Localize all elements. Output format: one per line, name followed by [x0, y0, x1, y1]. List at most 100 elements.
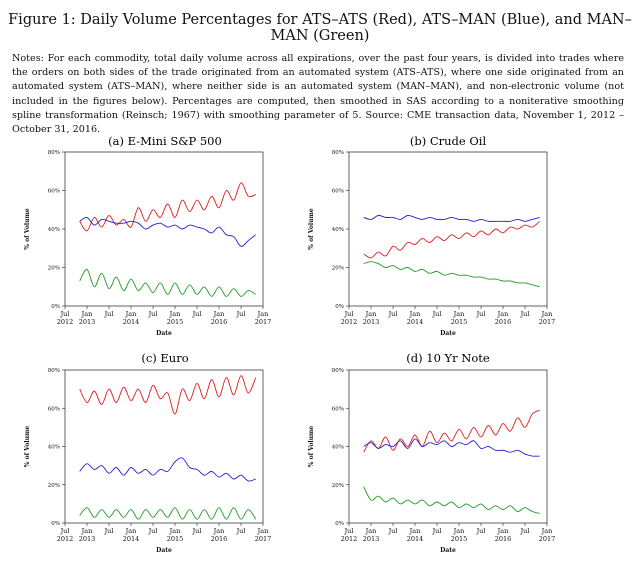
x-tick-month: Jan: [541, 310, 553, 318]
x-tick-year: 2017: [539, 318, 556, 326]
y-tick-label: 60%: [332, 189, 344, 195]
x-tick-year: 2015: [451, 318, 468, 326]
x-tick-year: 2014: [123, 535, 140, 543]
y-tick-label: 80%: [48, 368, 60, 374]
x-tick-month: Jul: [344, 310, 354, 318]
x-tick-month: Jan: [213, 310, 225, 318]
y-tick-label: 80%: [332, 368, 344, 374]
x-tick-month: Jan: [409, 310, 421, 318]
y-tick-label: 0%: [51, 304, 60, 310]
x-tick-month: Jul: [476, 527, 486, 535]
x-axis-label: Date: [156, 547, 172, 554]
x-tick-month: Jul: [60, 310, 70, 318]
x-tick-month: Jul: [520, 310, 530, 318]
series-line: [79, 457, 256, 482]
x-tick-year: 2017: [539, 535, 556, 543]
panel-title: (a) E-Mini S&P 500: [108, 134, 222, 148]
y-tick-label: 0%: [51, 521, 60, 527]
panel-title: (d) 10 Yr Note: [406, 351, 490, 365]
x-tick-month: Jan: [125, 310, 137, 318]
x-tick-month: Jan: [497, 310, 509, 318]
figure-title: Figure 1: Daily Volume Percentages for A…: [8, 12, 632, 44]
x-tick-month: Jul: [432, 310, 442, 318]
series-line: [79, 507, 257, 520]
plot-frame: [64, 151, 264, 307]
x-tick-month: Jan: [365, 527, 377, 535]
x-tick-month: Jul: [432, 527, 442, 535]
plot-frame: [64, 369, 264, 524]
x-tick-month: Jan: [365, 310, 377, 318]
panel-d: (d) 10 Yr Note 0%20%40%60%80%Jul2012Jan2…: [308, 351, 555, 554]
x-tick-month: Jan: [541, 527, 553, 535]
x-tick-month: Jan: [81, 527, 93, 535]
y-axis-label: % of Volume: [308, 426, 315, 468]
x-tick-month: Jan: [453, 527, 465, 535]
figure-notes: Notes: For each commodity, total daily v…: [12, 53, 624, 136]
x-tick-year: 2015: [167, 318, 184, 326]
series-line: [79, 182, 256, 232]
y-tick-label: 20%: [332, 483, 344, 489]
x-tick-year: 2017: [255, 318, 272, 326]
y-tick-label: 60%: [332, 406, 344, 412]
y-tick-label: 0%: [335, 521, 344, 527]
x-tick-year: 2015: [451, 535, 468, 543]
x-tick-month: Jul: [104, 527, 114, 535]
x-tick-year: 2016: [211, 535, 228, 543]
y-tick-label: 40%: [48, 227, 60, 233]
y-tick-label: 0%: [335, 304, 344, 310]
series-line: [79, 268, 256, 297]
y-tick-label: 20%: [48, 483, 60, 489]
x-tick-year: 2014: [407, 535, 424, 543]
x-axis-label: Date: [156, 330, 172, 337]
x-tick-month: Jul: [148, 310, 158, 318]
y-tick-label: 60%: [48, 189, 60, 195]
series-line: [363, 409, 540, 453]
x-tick-year: 2014: [123, 318, 140, 326]
x-tick-year: 2012: [57, 318, 74, 326]
x-tick-year: 2013: [363, 535, 380, 543]
x-tick-month: Jan: [125, 527, 137, 535]
x-tick-month: Jan: [453, 310, 465, 318]
y-axis-label: % of Volume: [24, 208, 31, 250]
x-tick-year: 2012: [57, 535, 74, 543]
series-line: [363, 438, 540, 457]
x-tick-month: Jan: [169, 527, 181, 535]
x-tick-month: Jul: [60, 527, 70, 535]
x-tick-year: 2013: [363, 318, 380, 326]
x-tick-month: Jul: [476, 310, 486, 318]
y-tick-label: 80%: [48, 150, 60, 156]
series-line: [363, 215, 540, 222]
plot-frame: [348, 369, 548, 524]
x-tick-year: 2016: [211, 318, 228, 326]
panel-a: (a) E-Mini S&P 500 0%20%40%60%80%Jul2012…: [24, 134, 271, 337]
x-tick-year: 2012: [341, 318, 358, 326]
x-tick-month: Jul: [236, 527, 246, 535]
series-line: [79, 216, 256, 247]
x-tick-year: 2012: [341, 535, 358, 543]
x-tick-month: Jul: [148, 527, 158, 535]
x-tick-month: Jan: [169, 310, 181, 318]
panel-title: (c) Euro: [141, 351, 188, 365]
x-tick-month: Jan: [257, 310, 269, 318]
panel-c: (c) Euro 0%20%40%60%80%Jul2012Jan2013Jul…: [24, 351, 271, 554]
x-tick-year: 2016: [495, 535, 512, 543]
y-tick-label: 60%: [48, 406, 60, 412]
x-tick-month: Jan: [81, 310, 93, 318]
y-axis-label: % of Volume: [308, 208, 315, 250]
series-line: [363, 220, 540, 259]
series-line: [79, 375, 257, 415]
y-axis-label: % of Volume: [24, 426, 31, 468]
x-tick-year: 2015: [167, 535, 184, 543]
x-tick-month: Jul: [388, 527, 398, 535]
x-tick-month: Jul: [192, 527, 202, 535]
x-tick-month: Jul: [388, 310, 398, 318]
x-tick-month: Jan: [213, 527, 225, 535]
y-tick-label: 40%: [48, 445, 60, 451]
x-tick-year: 2014: [407, 318, 424, 326]
x-axis-label: Date: [440, 547, 456, 554]
